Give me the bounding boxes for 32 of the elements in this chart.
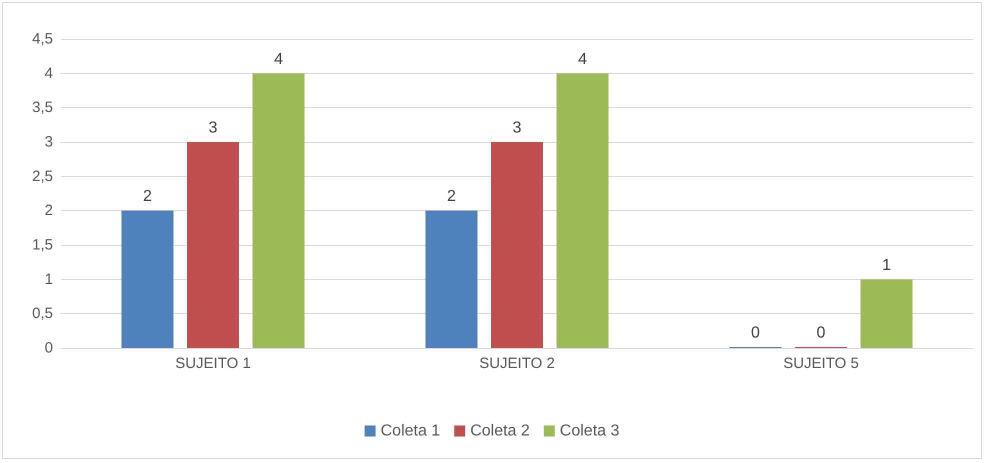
data-label: 2 [143, 188, 152, 206]
y-tick-label: 4,5 [32, 30, 53, 48]
y-tick-label: 4 [44, 64, 53, 82]
data-label: 1 [882, 256, 892, 274]
x-tick-label: SUJEITO 2 [479, 355, 555, 372]
y-tick-label: 0 [44, 340, 53, 356]
bar [425, 210, 478, 348]
bar [556, 73, 609, 348]
bar [121, 210, 174, 348]
bar [491, 142, 543, 348]
data-label: 3 [512, 120, 522, 136]
legend-label: Coleta 2 [470, 422, 530, 440]
bar [187, 142, 239, 348]
y-tick-label: 1,5 [32, 236, 53, 254]
x-tick-label: SUJEITO 5 [783, 355, 859, 372]
y-tick-label: 0,5 [32, 305, 53, 322]
bar [860, 279, 913, 348]
y-tick-label: 2 [44, 202, 53, 220]
y-tick-label: 3 [44, 134, 53, 150]
legend-label: Coleta 3 [560, 422, 620, 440]
legend-label: Coleta 1 [380, 422, 440, 440]
data-label: 4 [274, 50, 284, 68]
bar [252, 73, 305, 348]
data-label: 0 [751, 324, 760, 342]
data-label: 2 [447, 188, 456, 206]
data-label: 0 [816, 324, 826, 342]
y-tick-label: 3,5 [32, 99, 53, 116]
data-label: 3 [208, 120, 218, 136]
y-tick-label: 1 [44, 270, 53, 288]
data-label: 4 [578, 50, 588, 68]
x-tick-label: SUJEITO 1 [175, 355, 251, 372]
y-tick-label: 2,5 [32, 168, 53, 185]
